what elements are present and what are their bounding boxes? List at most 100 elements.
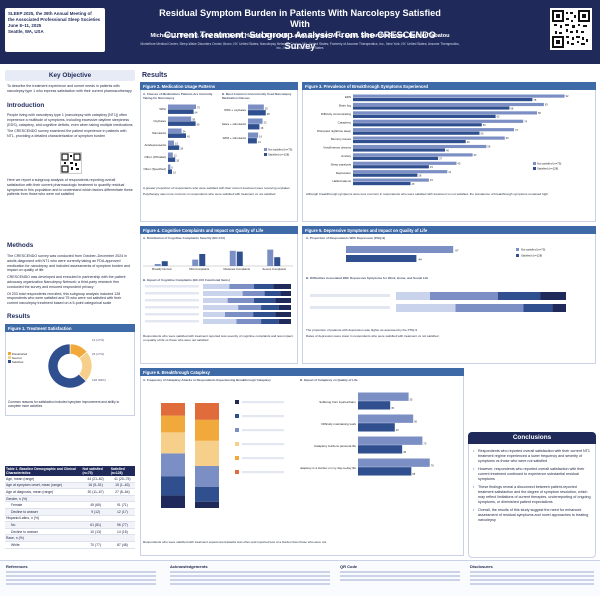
qr-code-icon[interactable] — [60, 152, 82, 174]
stacked-segment — [264, 291, 281, 296]
category-label: Brain fog — [339, 104, 351, 108]
bar-not-satisfied — [229, 250, 236, 266]
data-label: 40 — [396, 428, 399, 432]
conclusions-heading: Conclusions — [468, 432, 596, 444]
bar-not-satisfied — [168, 116, 192, 122]
category-label: Oxybates — [153, 119, 166, 123]
stacked-segment — [161, 476, 185, 496]
acknowledgements-heading: Acknowledgements — [170, 564, 208, 569]
references-text-lines — [6, 571, 156, 573]
row-label-placeholder — [145, 292, 199, 295]
figure-5-title: Figure 5. Depressive Symptoms and Impact… — [302, 226, 596, 234]
data-label: 55 — [481, 131, 484, 135]
conclusion-item: Respondents who reported overall satisfa… — [473, 449, 593, 464]
cognitive-severity-chart: Broadly Normal Mild Complaints Moderate Co… — [143, 249, 293, 271]
stacked-segment — [161, 453, 185, 477]
legend-swatch — [264, 153, 267, 156]
legend-swatch — [235, 428, 239, 432]
stacked-segment — [203, 284, 230, 289]
category-label: Difficulty concentrating — [321, 112, 351, 116]
data-label: 6 — [171, 166, 173, 170]
figure-6a-title: A. Frequency of Cataplexy Attacks in Res… — [143, 378, 271, 382]
figure-5b-title: B. Difficulties Associated With Depressi… — [306, 276, 429, 280]
data-label: 68 — [510, 106, 513, 110]
category-label: EDS — [345, 95, 351, 99]
figure-1-bullet: Common reasons for satisfaction included… — [8, 400, 120, 409]
category-label: Cataplexy is a burden on my day-to-day l… — [300, 466, 356, 470]
table-row: Female 45 (65) 91 (71) — [5, 501, 135, 509]
stacked-segment — [523, 304, 553, 312]
acknowledgements-text-lines — [170, 571, 330, 573]
figure-1-title: Figure 1. Treatment Satisfaction — [5, 324, 135, 332]
data-label: 45 — [458, 161, 461, 165]
figure-4-title: Figure 4. Cognitive Complaints and Impac… — [140, 226, 298, 234]
disclosures-text-lines — [470, 571, 594, 573]
table-row: Age, mean (range) 44 (21–82) 41 (20–75) — [5, 476, 135, 483]
row-label-placeholder — [145, 285, 199, 288]
key-objective-heading: Key Objective — [5, 70, 135, 81]
figure-5a-title: A. Proportion of Respondents With Depres… — [306, 236, 386, 240]
row-label-placeholder — [310, 294, 390, 297]
data-label: 44 — [418, 258, 422, 262]
stacked-segment — [498, 292, 541, 300]
category-label: Disrupted nighttime sleep — [317, 129, 351, 133]
cell-value: 87 (48) — [109, 541, 135, 549]
table-row: Decline to answer 9 (12) 12 (17) — [5, 508, 135, 516]
donut-label-neutral: 23 (17%) — [92, 352, 105, 356]
concurrent-medication-chart: WPA + oxybates 25 28 Oxybates + stimulants 2… — [222, 104, 292, 157]
bar-not-satisfied — [358, 436, 423, 445]
figure-4-bullet: Respondents who were satisfied with trea… — [143, 334, 293, 342]
col-not-satisfied: Not satisfied (n=75) — [81, 466, 110, 476]
data-label: 49 — [467, 140, 470, 144]
introduction-text: People living with narcolepsy type 1 (na… — [7, 113, 133, 141]
data-label: 92 — [566, 94, 569, 98]
fig5-bullet: Rates of depression were lower in respon… — [306, 334, 439, 338]
row-label: Hispanic/Latino, n (%) — [5, 515, 82, 523]
bar-satisfied — [353, 139, 466, 144]
stacked-segment — [275, 298, 291, 303]
cell-value: 14 (15) — [109, 528, 135, 536]
bar-not-satisfied — [168, 152, 173, 158]
category-label: Other (Off-label) — [144, 155, 166, 159]
cataplexy-impact-chart: Suffering from injuries/harm 55 35 Difficul… — [300, 392, 434, 476]
legend-text-placeholder — [242, 471, 284, 474]
figure-6b-title: B. Impact of Cataplexy on Quality of Lif… — [300, 378, 358, 382]
conclusion-item: These findings reveal a disconnect betwe… — [473, 485, 593, 505]
data-label: 67 — [455, 249, 459, 253]
bar-not-satisfied — [353, 119, 524, 123]
table-row: Decline to answer 10 (13) 14 (15) — [5, 528, 135, 536]
data-label: 18 — [176, 159, 179, 163]
category-label: Vivid/intense dreams — [323, 146, 351, 150]
qr-code-icon[interactable] — [550, 8, 592, 50]
fig2-bullet: A greater proportion of respondents who … — [143, 186, 290, 190]
bar-satisfied — [248, 124, 260, 130]
legend-label: Dissatisfied — [11, 352, 28, 356]
category-label: WPA — [159, 107, 166, 111]
data-label: 37 — [439, 157, 442, 161]
qr-code-text-lines — [340, 571, 460, 573]
bar-satisfied — [199, 254, 206, 266]
bar-satisfied — [353, 165, 429, 169]
figure-6-bullet: Respondents who were satisfied with trea… — [143, 540, 327, 544]
legend-label: Satisfied — [11, 360, 24, 364]
cell-value — [109, 495, 135, 503]
methods-bullet: Of 203 total respondents recruited, this… — [7, 291, 122, 306]
data-label: 83 — [545, 103, 548, 107]
category-label: Difficulty maintaining work — [321, 422, 356, 426]
data-label: 18 — [260, 126, 263, 130]
donut-legend: Dissatisfied Neutral Satisfied — [8, 352, 27, 364]
table-row: Race, n (%) — [5, 534, 135, 542]
row-label-placeholder — [310, 306, 390, 309]
data-label: 78 — [431, 463, 434, 467]
baseline-table: Table 1. Baseline Demographic and Clinic… — [5, 466, 135, 549]
figure-4b-title: B. Impact of Cognitive Complaints (BC-CC… — [143, 278, 230, 282]
legend-swatch — [533, 167, 536, 170]
bar-satisfied — [161, 261, 168, 266]
data-label: 15 — [175, 142, 178, 146]
bar-not-satisfied — [353, 136, 505, 140]
stacked-segment — [278, 319, 291, 324]
data-label: 10 — [173, 171, 176, 175]
stacked-segment — [540, 292, 566, 300]
data-label: 69 — [197, 123, 200, 127]
stacked-segment — [238, 305, 262, 310]
